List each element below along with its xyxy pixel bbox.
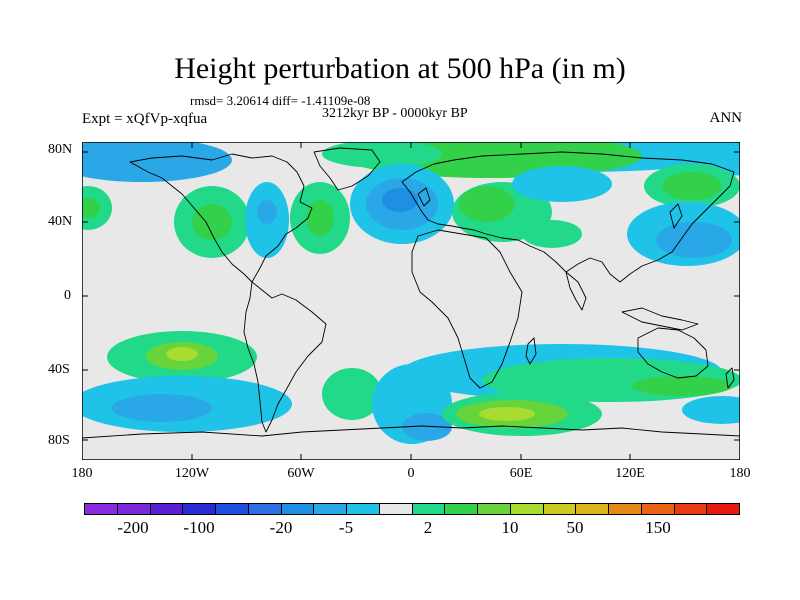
colorbar-cell [543,504,577,514]
coastline-japan [669,203,683,229]
coastline-africa [411,229,523,389]
lat-label-0: 0 [64,288,71,303]
lat-label-40s: 40S [48,362,70,377]
lon-label-60w: 60W [287,466,315,481]
colorbar-cell [510,504,544,514]
colorbar-label: -200 [117,518,149,537]
coastline-british-isles [417,187,431,207]
colorbar-cell [314,504,347,514]
coastline-north-america [129,153,313,283]
coastline-australia [637,327,709,379]
coastline-antarctica [82,425,740,439]
colorbar-label: 2 [423,518,433,537]
coastline-indonesia [621,307,699,331]
colorbar-cell [117,504,151,514]
colorbar-cell [281,504,315,514]
coastlines [82,147,740,439]
colorbar-label: 50 [566,518,584,537]
colorbar-label: -5 [338,518,354,537]
coastline-eurasia [401,151,735,283]
coastline-new-zealand [725,367,735,389]
colorbar-cell [707,504,739,514]
colorbar-cell [248,504,282,514]
stats-text: rmsd= 3.20614 diff= -1.41109e-08 [190,93,371,108]
lon-label-60e: 60E [509,466,533,481]
coastline-india [565,271,587,311]
colorbar-cell [641,504,675,514]
lon-label-0: 0 [407,466,415,481]
colorbar-cell [216,504,249,514]
lon-label-180-right: 180 [729,466,751,481]
colorbar-cell [445,504,478,514]
colorbar-cell [183,504,216,514]
coastline-south-america [243,281,327,433]
colorbar-label: 10 [501,518,519,537]
experiment-label: Expt = xQfVp-xqfua [82,111,208,127]
colorbar-cell [478,504,511,514]
lat-label-40n: 40N [48,214,73,229]
lon-label-120e: 120E [615,466,645,481]
lat-label-80s: 80S [48,433,70,448]
coastline-madagascar [525,337,537,365]
colorbar-label: -100 [183,518,215,537]
colorbar-cell [412,504,446,514]
colorbar-cell [347,504,380,514]
colorbar-cell [609,504,642,514]
colorbar-label: -20 [269,518,293,537]
lon-label-180-left: 180 [71,466,93,481]
lat-label-80n: 80N [48,142,73,157]
coastline-greenland [313,147,381,191]
period-text: 3212kyr BP - 0000kyr BP [322,106,468,121]
contour-fills [82,142,740,444]
colorbar-cell [85,504,118,514]
colorbar-cell [674,504,708,514]
colorbar-label: 150 [645,518,671,537]
page-title: Height perturbation at 500 hPa (in m) [174,52,626,85]
map-plot [82,142,740,460]
colorbar-cell [379,504,413,514]
colorbar-cell [150,504,184,514]
season-label: ANN [709,110,743,126]
colorbar-cell [576,504,609,514]
colorbar [84,503,740,515]
lon-label-120w: 120W [174,466,210,481]
map-ticks [82,142,740,460]
